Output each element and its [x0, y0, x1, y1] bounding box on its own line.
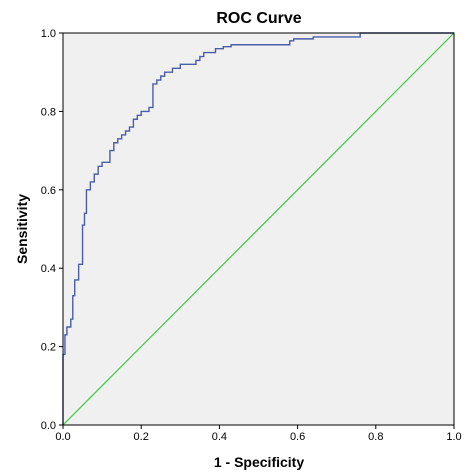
chart-title: ROC Curve	[216, 10, 301, 27]
y-tick-label: 1.0	[41, 28, 56, 40]
y-tick-label: 0.0	[41, 420, 56, 432]
plot-frame	[62, 32, 455, 426]
x-axis-ticks: 0.0 0.2 0.4 0.6 0.8 1.0	[55, 425, 462, 443]
y-axis-ticks: 0.0 0.2 0.4 0.6 0.8 1.0	[41, 28, 63, 432]
reference-line-layer	[62, 32, 455, 426]
roc-curve-line	[62, 32, 454, 425]
roc-curve-layer	[62, 32, 454, 425]
y-tick-label: 0.6	[41, 185, 56, 197]
reference-diagonal-line	[62, 32, 455, 426]
y-tick-label: 0.2	[41, 342, 56, 354]
x-tick-label: 0.2	[134, 431, 149, 443]
y-tick-label: 0.8	[41, 106, 56, 118]
x-tick-label: 0.4	[212, 431, 227, 443]
x-tick-label: 0.8	[368, 431, 383, 443]
x-axis-label: 1 - Specificity	[214, 454, 304, 470]
x-tick-label: 0.6	[290, 431, 305, 443]
y-tick-label: 0.4	[41, 263, 56, 275]
x-tick-label: 0.0	[55, 431, 70, 443]
x-tick-label: 1.0	[446, 431, 461, 443]
y-axis-label: Sensitivity	[14, 194, 30, 264]
